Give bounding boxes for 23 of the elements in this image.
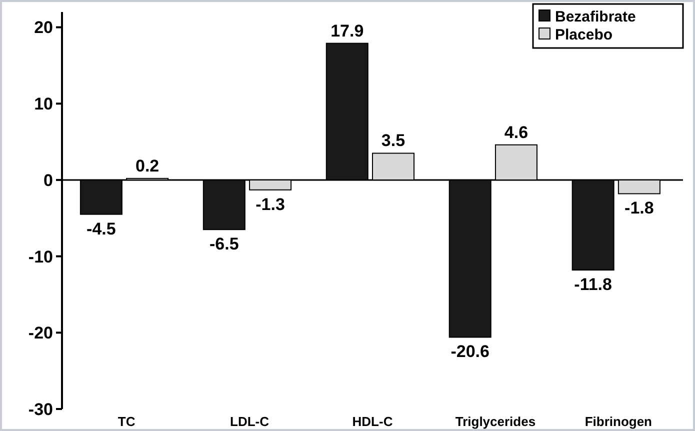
x-tick-label: HDL-C <box>352 414 394 429</box>
y-tick-label: -10 <box>28 247 53 266</box>
x-tick-label: LDL-C <box>230 414 270 429</box>
x-tick-label: Triglycerides <box>455 414 536 429</box>
x-tick-label: TC <box>118 414 136 429</box>
y-tick-label: 10 <box>34 94 53 114</box>
y-tick-label: -30 <box>28 400 53 419</box>
data-label: 17.9 <box>330 21 364 40</box>
data-label: -11.8 <box>574 275 612 294</box>
y-tick-label: 20 <box>34 18 53 38</box>
data-label: 0.2 <box>135 156 160 176</box>
y-tick-label: -20 <box>28 324 53 343</box>
legend-label: Placebo <box>555 26 613 44</box>
x-tick-label: Fibrinogen <box>584 414 652 429</box>
data-label: -1.8 <box>624 198 654 218</box>
legend-label: Bezafibrate <box>555 8 636 26</box>
data-label: 4.6 <box>504 122 528 142</box>
y-tick-label: 0 <box>44 170 53 190</box>
data-label: -20.6 <box>450 342 490 362</box>
data-label: -4.5 <box>86 219 116 238</box>
data-label: -6.5 <box>210 234 239 254</box>
data-label: -1.3 <box>256 194 285 214</box>
data-label: 3.5 <box>381 131 406 150</box>
